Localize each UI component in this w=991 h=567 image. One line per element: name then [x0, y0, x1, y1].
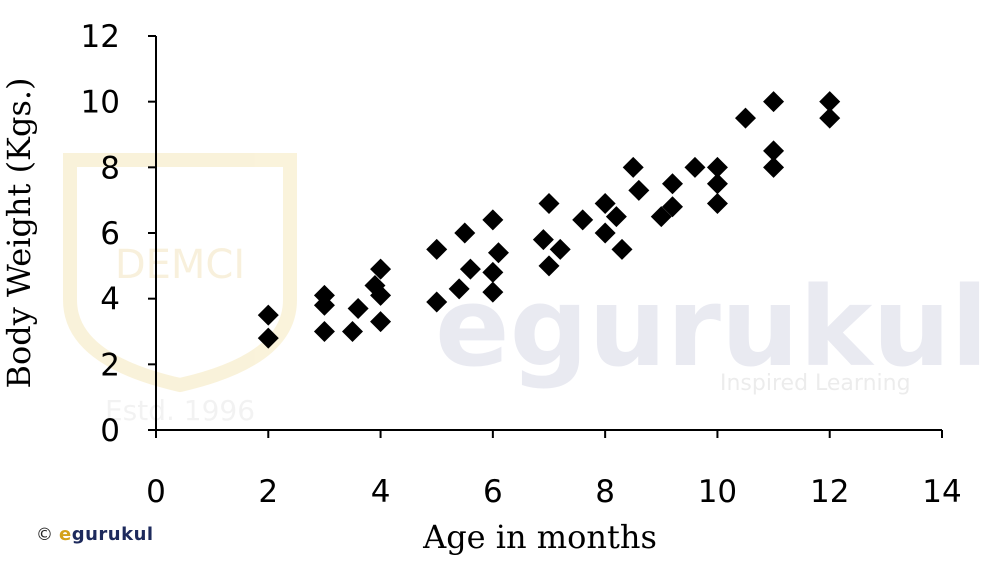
data-point: [622, 156, 644, 178]
data-point: [605, 206, 627, 228]
data-point: [257, 304, 279, 326]
y-tick-label: 0: [100, 413, 120, 449]
x-tick-label: 12: [810, 474, 849, 510]
demci-shield-icon: [63, 153, 297, 393]
data-point: [549, 238, 571, 260]
data-point: [459, 258, 481, 280]
x-tick-label: 14: [922, 474, 961, 510]
data-point: [628, 179, 650, 201]
data-point: [819, 107, 841, 129]
footer-copyright: © egurukul: [36, 524, 154, 545]
footer-brand: egurukul: [59, 524, 154, 545]
data-point: [257, 327, 279, 349]
y-tick-label: 4: [100, 282, 120, 318]
data-point: [594, 192, 616, 214]
data-point: [763, 91, 785, 113]
data-point: [532, 229, 554, 251]
data-point: [487, 242, 509, 264]
footer-brand-e: e: [59, 524, 72, 545]
data-point: [611, 238, 633, 260]
axes: 0 2 4 6 8 10 12 14 0 2 4 6 8 10 12: [81, 19, 962, 510]
data-point: [684, 156, 706, 178]
y-tick-label: 10: [81, 85, 120, 121]
x-tick-label: 0: [146, 474, 166, 510]
x-tick-label: 6: [483, 474, 503, 510]
y-tick-label: 2: [100, 347, 120, 383]
data-point: [538, 255, 560, 277]
data-point: [538, 192, 560, 214]
data-point: [482, 281, 504, 303]
data-point: [448, 278, 470, 300]
data-point: [313, 321, 335, 342]
data-point: [342, 321, 363, 342]
x-tick-label: 10: [698, 474, 737, 510]
x-tick-label: 2: [258, 474, 278, 510]
data-point: [370, 311, 392, 333]
data-point: [819, 91, 841, 113]
y-tick-label: 6: [100, 216, 120, 252]
data-point: [650, 206, 672, 228]
data-point: [706, 156, 728, 178]
y-tick-label: 8: [100, 150, 120, 186]
footer-brand-rest: gurukul: [71, 524, 154, 545]
data-point: [594, 222, 616, 244]
data-point: [426, 238, 448, 260]
data-point: [454, 222, 476, 244]
watermark-demci: DEMCI Estd. 1996: [63, 153, 297, 427]
data-point: [482, 261, 504, 283]
data-point: [662, 196, 684, 218]
data-point: [735, 107, 756, 129]
data-point: [706, 192, 728, 214]
egurukul-tagline-text: Inspired Learning: [720, 371, 911, 396]
egurukul-logo-text: egurukul: [435, 263, 988, 391]
data-point: [763, 140, 785, 162]
x-axis-title: Age in months: [422, 518, 657, 556]
data-point: [706, 173, 728, 195]
y-axis-title: Body Weight (Kgs.): [0, 77, 38, 388]
x-tick-label: 8: [595, 474, 615, 510]
data-point: [370, 258, 392, 280]
demci-logo-text: DEMCI: [115, 242, 245, 288]
demci-estd-text: Estd. 1996: [105, 394, 255, 427]
x-tick-label: 4: [371, 474, 391, 510]
data-points: [257, 91, 841, 349]
y-tick-label: 12: [81, 19, 120, 55]
data-point: [313, 294, 335, 316]
data-point: [662, 173, 684, 195]
data-point: [370, 284, 392, 306]
data-point: [763, 156, 785, 178]
watermark-egurukul: egurukul Inspired Learning: [435, 263, 988, 396]
copyright-symbol: ©: [36, 524, 53, 545]
data-point: [572, 209, 594, 231]
data-point: [482, 209, 504, 231]
data-point: [426, 291, 448, 313]
data-point: [347, 298, 369, 320]
